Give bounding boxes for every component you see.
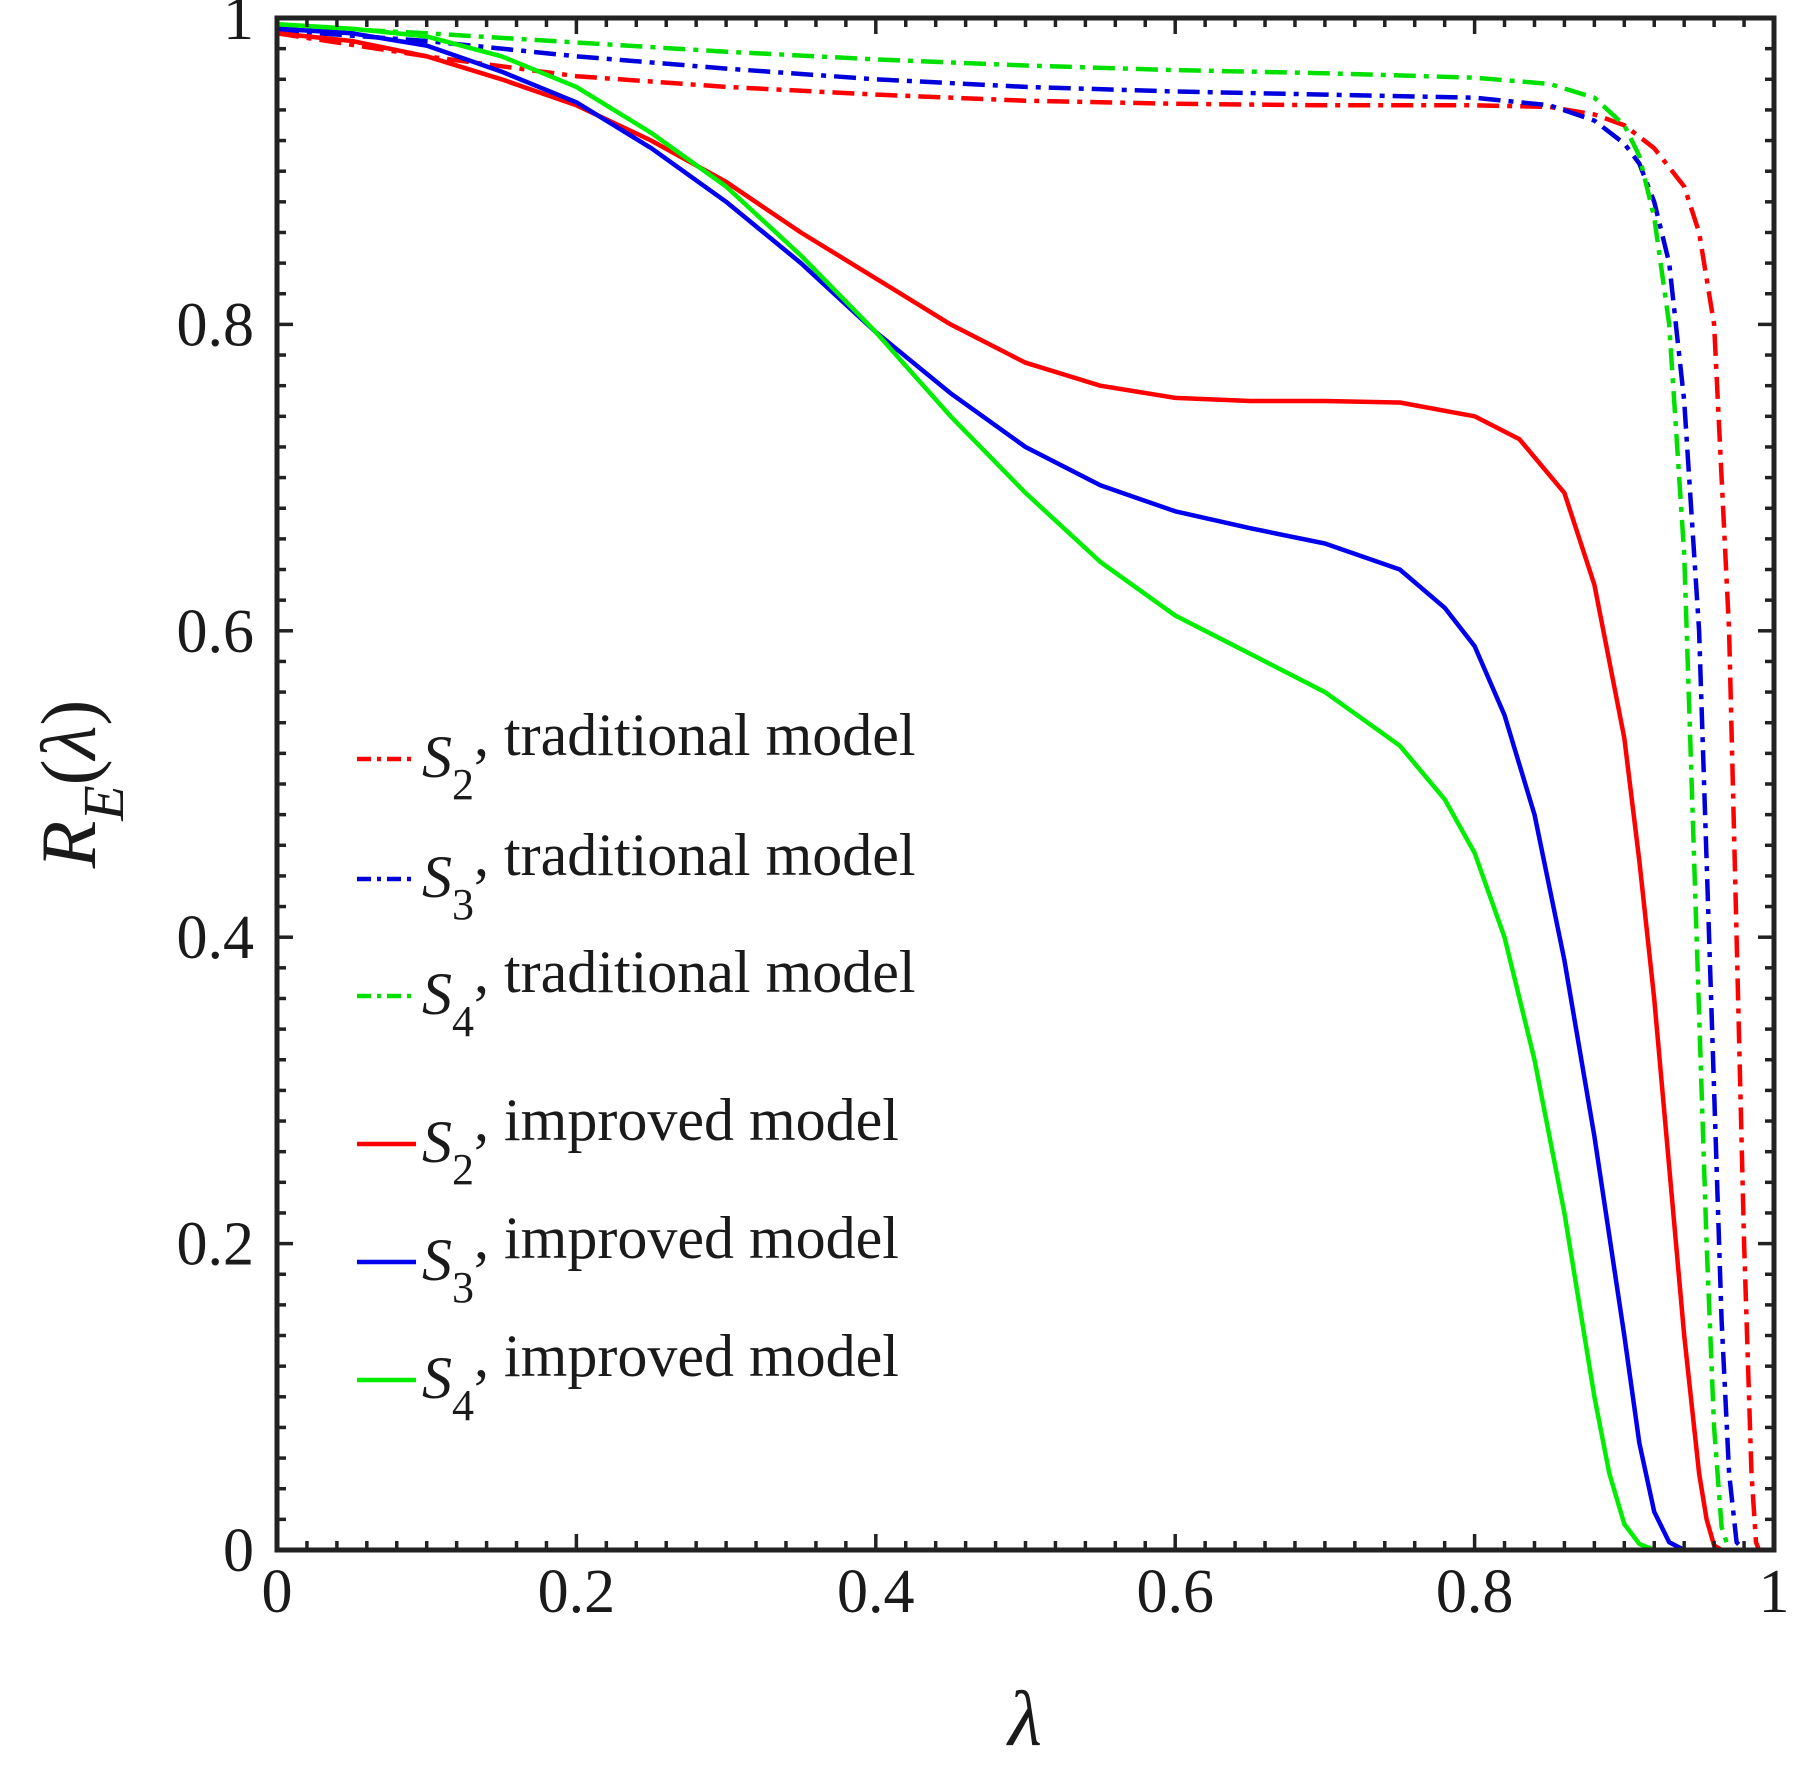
series-line-s2-improved <box>276 31 1774 1553</box>
plot-curves <box>276 21 1774 1553</box>
legend-subscript: 4 <box>452 1381 474 1430</box>
y-axis-argument: λ <box>25 726 112 762</box>
series-line-s4-traditional <box>276 23 1774 1553</box>
legend-label: S3, improved model <box>422 1205 899 1312</box>
legend-item-s4-improved: S4, improved model <box>357 1323 899 1430</box>
y-tick-label: 0 <box>223 1517 254 1585</box>
y-axis-paren-open: ( <box>25 759 112 785</box>
y-tick-label: 0.4 <box>177 904 255 972</box>
series-line-s3-traditional <box>276 28 1774 1553</box>
legend-suffix: , traditional model <box>474 702 916 768</box>
legend-label: S3, traditional model <box>422 822 916 929</box>
y-axis-paren-close: ) <box>25 700 112 726</box>
legend-symbol: S <box>422 1345 452 1411</box>
legend-item-s3-improved: S3, improved model <box>357 1205 899 1312</box>
legend-subscript: 2 <box>452 760 474 809</box>
x-tick-label: 0 <box>262 1558 293 1626</box>
y-axis-symbol: R <box>25 821 112 870</box>
legend-label: S4, traditional model <box>422 939 916 1046</box>
y-tick-label: 0.6 <box>177 598 255 666</box>
x-axis-title: λ <box>1006 1675 1042 1762</box>
legend-symbol: S <box>422 1227 452 1293</box>
legend-symbol: S <box>422 961 452 1027</box>
x-tick-label: 0.8 <box>1436 1558 1514 1626</box>
legend-suffix: , improved model <box>474 1205 899 1271</box>
y-tick-label: 0.8 <box>177 291 255 359</box>
legend-subscript: 3 <box>452 1263 474 1312</box>
legend-subscript: 3 <box>452 880 474 929</box>
legend-item-s4-traditional: S4, traditional model <box>357 939 916 1046</box>
legend-label: S2, traditional model <box>422 702 916 809</box>
legend-suffix: , traditional model <box>474 939 916 1005</box>
legend-symbol: S <box>422 844 452 910</box>
legend-symbol: S <box>422 1109 452 1175</box>
legend-suffix: , improved model <box>474 1087 899 1153</box>
plot-frame <box>274 15 1777 1553</box>
x-tick-label: 0.4 <box>837 1558 915 1626</box>
series-line-s2-traditional <box>276 31 1774 1553</box>
x-tick-label: 0.6 <box>1136 1558 1214 1626</box>
legend-item-s3-traditional: S3, traditional model <box>357 822 916 929</box>
legend-suffix: , improved model <box>474 1323 899 1389</box>
y-axis-subscript: E <box>71 785 136 821</box>
legend-subscript: 2 <box>452 1145 474 1194</box>
x-tick-label: 1 <box>1759 1558 1790 1626</box>
legend-item-s2-improved: S2, improved model <box>357 1087 899 1194</box>
y-axis-title: RE(λ) <box>25 700 136 870</box>
legend-symbol: S <box>422 724 452 790</box>
legend-label: S2, improved model <box>422 1087 899 1194</box>
y-tick-label: 0.2 <box>177 1211 255 1279</box>
series-line-s4-improved <box>276 21 1774 1553</box>
series-line-s3-improved <box>276 26 1774 1553</box>
legend-label: S4, improved model <box>422 1323 899 1430</box>
tick-labels: 0 0.2 0.4 0.6 0.8 1 0 0.2 0.4 0.6 0.8 1 <box>177 0 1790 1626</box>
legend-item-s2-traditional: S2, traditional model <box>357 702 916 809</box>
legend-suffix: , traditional model <box>474 822 916 888</box>
x-tick-label: 0.2 <box>538 1558 616 1626</box>
legend-subscript: 4 <box>452 997 474 1046</box>
y-tick-label: 1 <box>223 0 254 53</box>
